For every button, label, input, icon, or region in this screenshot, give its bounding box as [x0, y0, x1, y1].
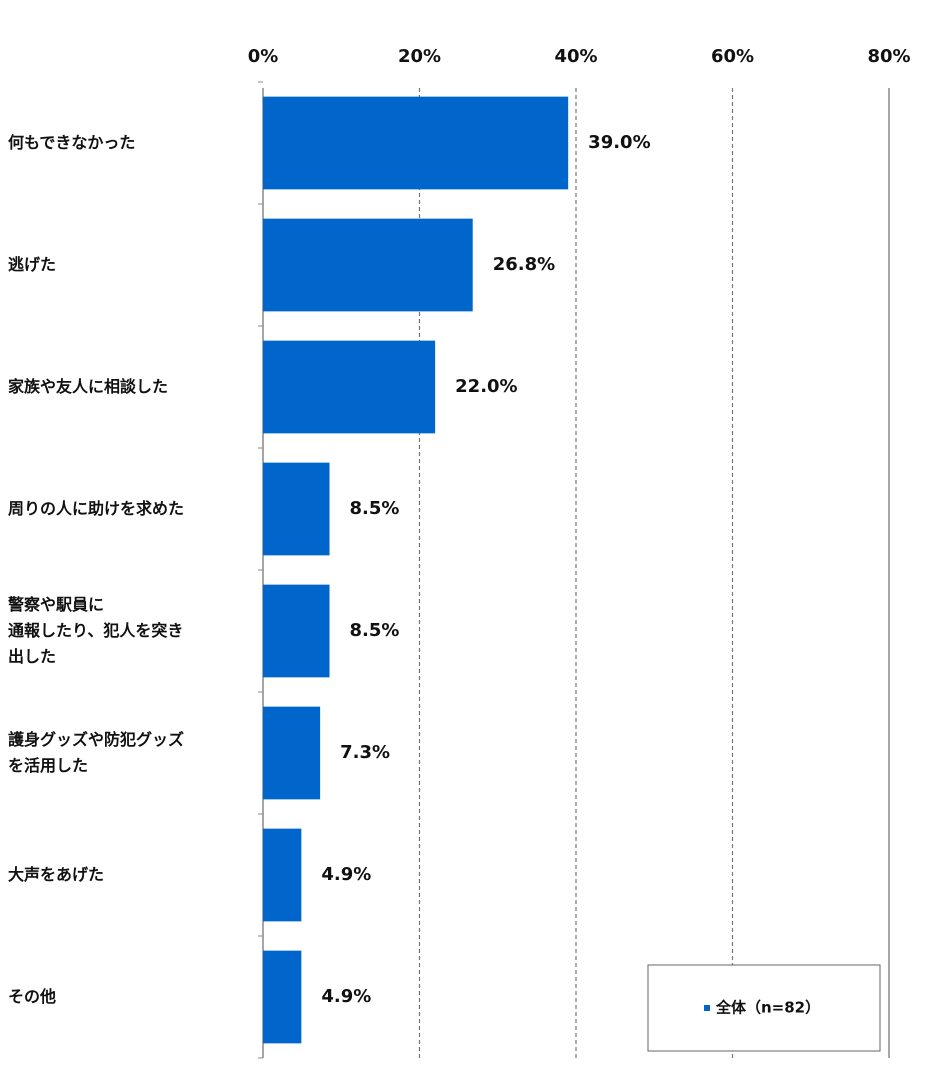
y-tick-label: 家族や友人に相談した [8, 377, 169, 396]
value-label: 26.8% [493, 254, 555, 275]
y-tick-label: 周りの人に助けを求めた [8, 499, 185, 518]
value-label: 4.9% [321, 864, 371, 885]
y-tick-label: 大声をあげた [8, 865, 105, 884]
x-tick-label: 0% [248, 46, 279, 67]
bar [263, 218, 473, 312]
value-label: 8.5% [350, 498, 400, 519]
y-tick-label: 警察や駅員に 通報したり、犯人を突き 出した [8, 595, 184, 666]
value-label: 4.9% [321, 986, 371, 1007]
bar [263, 462, 330, 556]
x-tick-label: 40% [554, 46, 597, 67]
value-label: 8.5% [350, 620, 400, 641]
y-tick-label: 逃げた [8, 255, 57, 274]
x-tick-label: 60% [711, 46, 754, 67]
value-label: 39.0% [588, 132, 650, 153]
bar [263, 706, 321, 800]
value-label: 7.3% [340, 742, 390, 763]
bar [263, 340, 436, 434]
y-tick-label: その他 [8, 987, 57, 1006]
bar [263, 828, 302, 922]
value-label: 22.0% [455, 376, 517, 397]
bar [263, 950, 302, 1044]
y-tick-label: 護身グッズや防犯グッズ を活用した [8, 730, 185, 775]
legend-marker [704, 1005, 710, 1011]
x-tick-label: 20% [398, 46, 441, 67]
legend-label: 全体（n=82） [715, 999, 820, 1017]
legend-box [647, 964, 881, 1052]
bar [263, 96, 569, 190]
bar [263, 584, 330, 678]
x-tick-label: 80% [867, 46, 910, 67]
y-tick-label: 何もできなかった [8, 133, 136, 152]
